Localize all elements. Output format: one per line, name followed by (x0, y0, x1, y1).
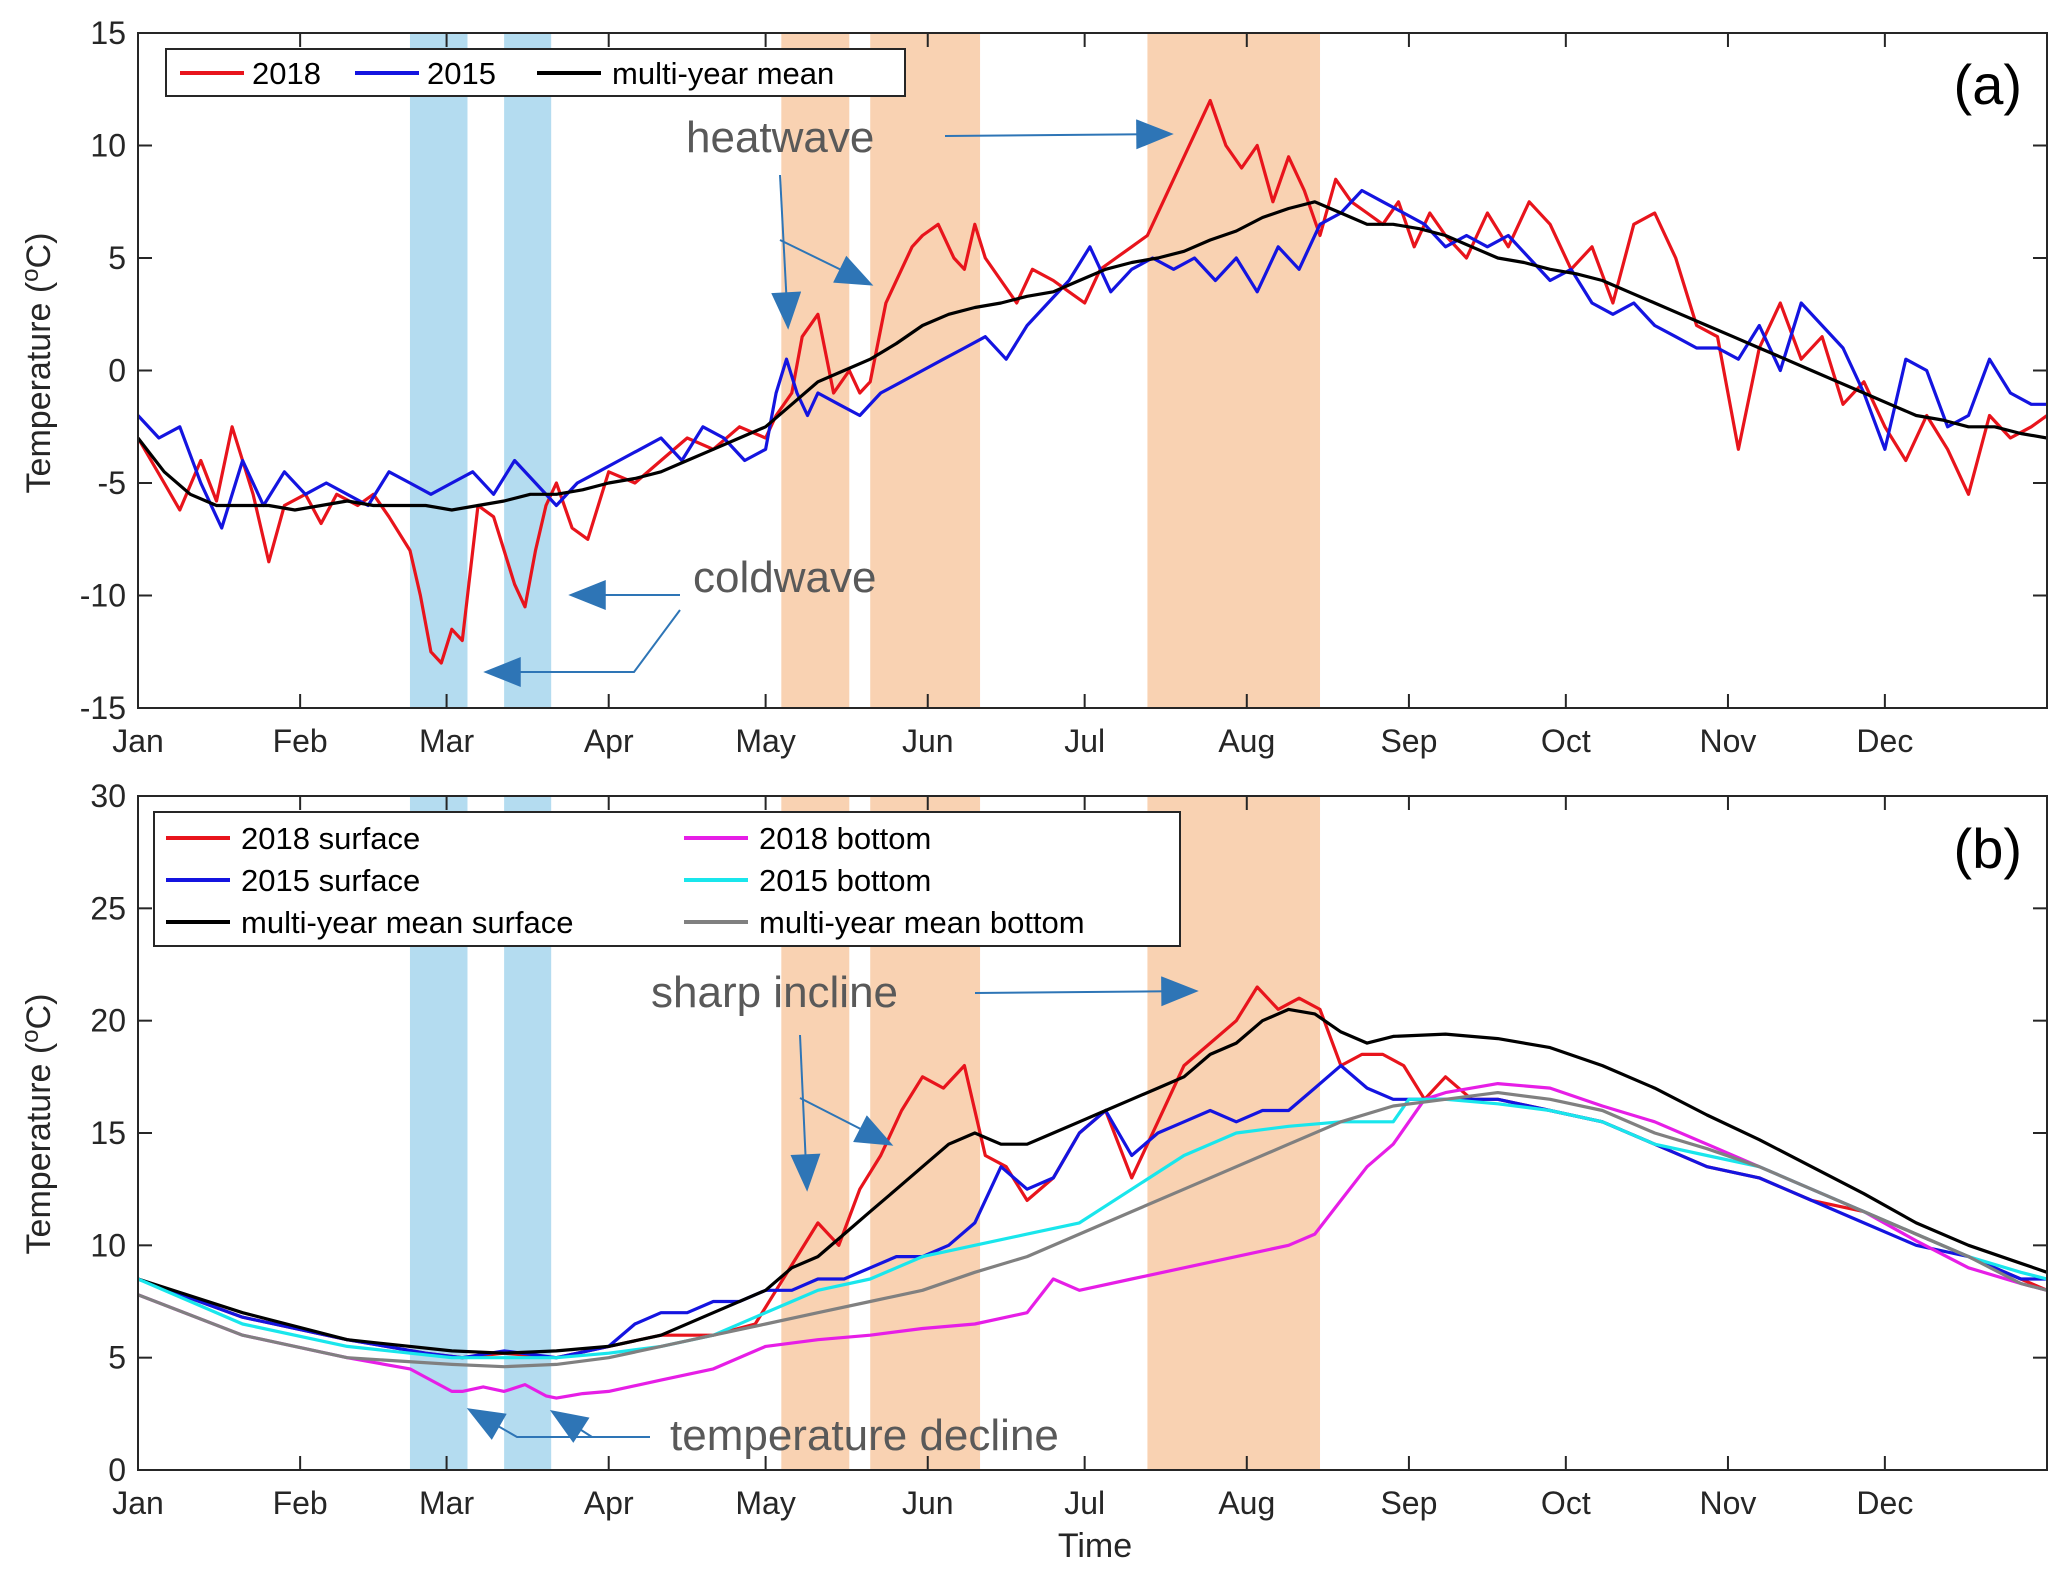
panel-b-y-ticks: 0 5 10 15 20 25 30 (90, 778, 2047, 1488)
panel-a-y-axis-title: Temperature (oC) (17, 233, 58, 494)
x-tick-label-nov: Nov (1700, 723, 1757, 759)
y-tick-label: 20 (90, 1003, 126, 1039)
legend-label-mean-bottom: multi-year mean bottom (759, 905, 1085, 940)
panel-a-legend: 2018 2015 multi-year mean (165, 48, 906, 97)
series-line-multi-year-mean-bottom (138, 1090, 2047, 1369)
y-tick-label: -15 (80, 690, 126, 726)
legend-label-2018-bottom: 2018 bottom (759, 821, 931, 856)
x-tick-label-mar: Mar (419, 723, 474, 759)
x-tick-label-jan: Jan (112, 723, 164, 759)
legend-label-2018: 2018 (252, 56, 321, 91)
x-tick-label-sep: Sep (1380, 723, 1437, 759)
panel-b-legend-box (153, 811, 1181, 947)
heatwave-annotation: heatwave (686, 113, 1174, 330)
temperature-decline-text: temperature decline (670, 1411, 1059, 1460)
temperature-decline-arrow-right (549, 1409, 650, 1443)
x-tick-label-feb: Feb (273, 1485, 328, 1521)
y-tick-label: 0 (108, 353, 126, 389)
coldwave-text: coldwave (693, 553, 876, 602)
x-tick-label-dec: Dec (1856, 1485, 1913, 1521)
legend-label-mean-surface: multi-year mean surface (241, 905, 574, 940)
panel-a-y-ticks: -15 -10 -5 0 5 10 15 (80, 15, 2047, 726)
y-tick-label: 10 (90, 1227, 126, 1263)
y-tick-label: 0 (108, 1452, 126, 1488)
coldwave-span-1 (409, 33, 468, 708)
panel-a-series-lines (138, 98, 2047, 665)
y-tick-label: 15 (90, 1115, 126, 1151)
sharp-incline-arrow-right (974, 976, 1199, 1007)
heatwave-text: heatwave (686, 113, 874, 162)
x-tick-label-apr: Apr (584, 1485, 634, 1521)
series-line-multi-year-mean (138, 200, 2047, 512)
panel-b: 0 5 10 15 20 25 30 Jan Feb Mar Apr May Jun Jul Aug Sep… (17, 778, 2048, 1565)
panel-b-series-lines (138, 985, 2047, 1400)
heatwave-span-3 (1147, 33, 1321, 708)
temperature-decline-arrow-left (466, 1408, 650, 1440)
x-tick-label-feb: Feb (273, 723, 328, 759)
series-line-2015 (138, 188, 2047, 530)
y-tick-label: 30 (90, 778, 126, 814)
x-tick-label-jul: Jul (1064, 723, 1105, 759)
y-tick-label: 25 (90, 890, 126, 926)
x-tick-label-sep: Sep (1380, 1485, 1437, 1521)
y-tick-label: -5 (98, 465, 126, 501)
series-line-2018-bottom (138, 1081, 2047, 1400)
x-tick-label-oct: Oct (1541, 723, 1591, 759)
x-tick-label-may: May (735, 723, 795, 759)
temperature-decline-annotation: temperature decline (466, 1408, 1059, 1460)
sharp-incline-arrow-diag (799, 1097, 894, 1146)
panel-a-event-spans (409, 33, 1321, 708)
x-tick-label-aug: Aug (1218, 723, 1275, 759)
series-line-multi-year-mean-surface (138, 1007, 2047, 1355)
x-tick-label-may: May (735, 1485, 795, 1521)
panel-b-label: (b) (1954, 817, 2022, 880)
y-tick-label: 10 (90, 128, 126, 164)
sharp-incline-annotation: sharp incline (651, 968, 1199, 1192)
y-tick-label: 15 (90, 15, 126, 51)
heatwave-span-1 (781, 33, 850, 708)
heatwave-arrow-diag (779, 239, 874, 286)
y-tick-label: 5 (108, 240, 126, 276)
x-tick-label-aug: Aug (1218, 1485, 1275, 1521)
x-tick-label-oct: Oct (1541, 1485, 1591, 1521)
panel-b-y-axis-title: Temperature (oC) (17, 994, 58, 1255)
coldwave-span-2 (504, 33, 552, 708)
panel-a-x-ticks: Jan Feb Mar Apr May Jun Jul Aug Sep Oct Nov Dec (112, 33, 1913, 759)
x-tick-label-jun: Jun (902, 1485, 954, 1521)
panel-a-label: (a) (1954, 53, 2022, 116)
x-axis-title: Time (1058, 1527, 1132, 1565)
legend-label-2018-surface: 2018 surface (241, 821, 420, 856)
x-tick-label-dec: Dec (1856, 723, 1913, 759)
series-line-2018 (138, 98, 2047, 665)
panel-b-x-ticks: Jan Feb Mar Apr May Jun Jul Aug Sep Oct Nov Dec (112, 796, 1913, 1521)
legend-label-2015: 2015 (427, 56, 496, 91)
x-tick-label-jan: Jan (112, 1485, 164, 1521)
x-tick-label-jun: Jun (902, 723, 954, 759)
y-tick-label: 5 (108, 1340, 126, 1376)
heatwave-arrow-right (944, 119, 1174, 150)
panel-a-legend-box (165, 48, 906, 97)
legend-label-multi-year-mean: multi-year mean (612, 56, 834, 91)
coldwave-arrow-lower (483, 609, 681, 687)
y-tick-label: -10 (80, 578, 126, 614)
sharp-incline-arrow-down (790, 1034, 821, 1192)
x-tick-label-jul: Jul (1064, 1485, 1105, 1521)
heatwave-arrow-down (771, 174, 802, 330)
panel-b-legend: 2018 surface 2015 surface multi-year mea… (153, 811, 1181, 947)
legend-label-2015-bottom: 2015 bottom (759, 863, 931, 898)
legend-label-2015-surface: 2015 surface (241, 863, 420, 898)
coldwave-annotation: coldwave (483, 553, 876, 687)
sharp-incline-text: sharp incline (651, 968, 898, 1017)
x-tick-label-nov: Nov (1700, 1485, 1757, 1521)
panel-a: -15 -10 -5 0 5 10 15 Jan Feb Mar Apr May Jun Jul Aug S… (17, 15, 2048, 759)
x-tick-label-mar: Mar (419, 1485, 474, 1521)
x-tick-label-apr: Apr (584, 723, 634, 759)
